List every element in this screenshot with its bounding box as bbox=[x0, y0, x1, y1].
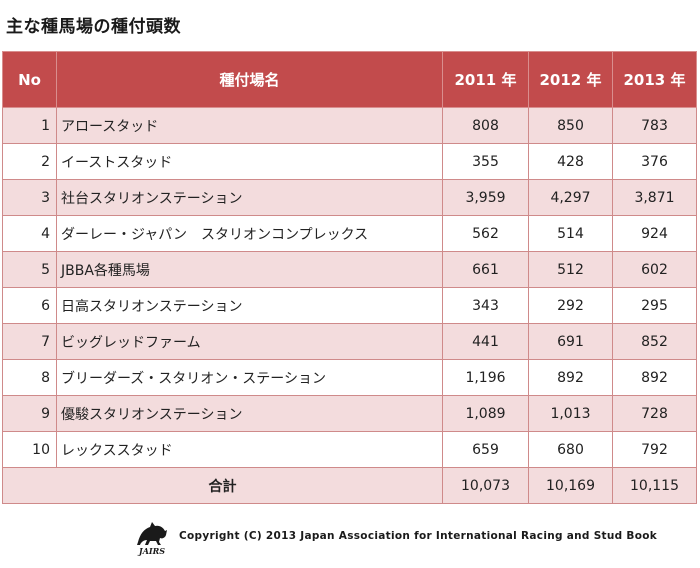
table-row: 5 JBBA各種馬場 661 512 602 bbox=[2, 251, 697, 288]
table-row: 7 ビッグレッドファーム 441 691 852 bbox=[2, 323, 697, 360]
table-row: 10 レックススタッド 659 680 792 bbox=[2, 431, 697, 468]
total-label: 合計 bbox=[2, 467, 443, 504]
value-2011: 343 bbox=[442, 287, 529, 324]
stud-farm-name: 社台スタリオンステーション bbox=[56, 179, 443, 216]
total-2012: 10,169 bbox=[528, 467, 613, 504]
value-2013: 852 bbox=[612, 323, 697, 360]
value-2011: 808 bbox=[442, 107, 529, 144]
row-number: 6 bbox=[2, 287, 57, 324]
stud-farm-name: アロースタッド bbox=[56, 107, 443, 144]
stud-farm-name: 日高スタリオンステーション bbox=[56, 287, 443, 324]
value-2013: 892 bbox=[612, 359, 697, 396]
value-2011: 659 bbox=[442, 431, 529, 468]
value-2012: 292 bbox=[528, 287, 613, 324]
value-2013: 295 bbox=[612, 287, 697, 324]
row-number: 2 bbox=[2, 143, 57, 180]
table-row: 6 日高スタリオンステーション 343 292 295 bbox=[2, 287, 697, 324]
column-header-2013: 2013 年 bbox=[612, 51, 697, 108]
value-2012: 680 bbox=[528, 431, 613, 468]
stud-farm-name: JBBA各種馬場 bbox=[56, 251, 443, 288]
value-2013: 783 bbox=[612, 107, 697, 144]
stud-farm-name: ダーレー・ジャパン スタリオンコンプレックス bbox=[56, 215, 443, 252]
footer: JAIRS Copyright (C) 2013 Japan Associati… bbox=[132, 518, 698, 558]
row-number: 8 bbox=[2, 359, 57, 396]
value-2011: 1,196 bbox=[442, 359, 529, 396]
column-header-2011: 2011 年 bbox=[442, 51, 529, 108]
stud-farm-table: No 種付場名 2011 年 2012 年 2013 年 1 アロースタッド 808… bbox=[2, 51, 697, 504]
value-2012: 4,297 bbox=[528, 179, 613, 216]
column-header-name: 種付場名 bbox=[56, 51, 443, 108]
value-2013: 376 bbox=[612, 143, 697, 180]
value-2013: 728 bbox=[612, 395, 697, 432]
row-number: 4 bbox=[2, 215, 57, 252]
value-2012: 1,013 bbox=[528, 395, 613, 432]
row-number: 3 bbox=[2, 179, 57, 216]
value-2011: 3,959 bbox=[442, 179, 529, 216]
table-row: 9 優駿スタリオンステーション 1,089 1,013 728 bbox=[2, 395, 697, 432]
value-2012: 512 bbox=[528, 251, 613, 288]
value-2011: 661 bbox=[442, 251, 529, 288]
value-2012: 850 bbox=[528, 107, 613, 144]
table-row: 3 社台スタリオンステーション 3,959 4,297 3,871 bbox=[2, 179, 697, 216]
logo-text: JAIRS bbox=[137, 546, 165, 556]
stud-farm-name: 優駿スタリオンステーション bbox=[56, 395, 443, 432]
table-row: 8 ブリーダーズ・スタリオン・ステーション 1,196 892 892 bbox=[2, 359, 697, 396]
row-number: 5 bbox=[2, 251, 57, 288]
row-number: 10 bbox=[2, 431, 57, 468]
table-body: 1 アロースタッド 808 850 783 2 イーストスタッド 355 428 376 3 社台スタ… bbox=[2, 107, 697, 468]
row-number: 9 bbox=[2, 395, 57, 432]
total-2011: 10,073 bbox=[442, 467, 529, 504]
value-2012: 428 bbox=[528, 143, 613, 180]
total-row: 合計 10,073 10,169 10,115 bbox=[2, 467, 697, 504]
table-row: 1 アロースタッド 808 850 783 bbox=[2, 107, 697, 144]
value-2011: 562 bbox=[442, 215, 529, 252]
stud-farm-name: レックススタッド bbox=[56, 431, 443, 468]
table-header-row: No 種付場名 2011 年 2012 年 2013 年 bbox=[2, 51, 697, 108]
row-number: 1 bbox=[2, 107, 57, 144]
copyright-text: Copyright (C) 2013 Japan Association for… bbox=[179, 530, 658, 542]
table-row: 4 ダーレー・ジャパン スタリオンコンプレックス 562 514 924 bbox=[2, 215, 697, 252]
value-2013: 924 bbox=[612, 215, 697, 252]
value-2011: 1,089 bbox=[442, 395, 529, 432]
value-2012: 514 bbox=[528, 215, 613, 252]
table-row: 2 イーストスタッド 355 428 376 bbox=[2, 143, 697, 180]
column-header-2012: 2012 年 bbox=[528, 51, 613, 108]
total-2013: 10,115 bbox=[612, 467, 697, 504]
value-2012: 691 bbox=[528, 323, 613, 360]
column-header-no: No bbox=[2, 51, 57, 108]
value-2012: 892 bbox=[528, 359, 613, 396]
row-number: 7 bbox=[2, 323, 57, 360]
value-2013: 3,871 bbox=[612, 179, 697, 216]
stud-farm-name: イーストスタッド bbox=[56, 143, 443, 180]
value-2011: 441 bbox=[442, 323, 529, 360]
value-2013: 792 bbox=[612, 431, 697, 468]
page-title: 主な種馬場の種付頭数 bbox=[6, 17, 181, 37]
stud-farm-name: ブリーダーズ・スタリオン・ステーション bbox=[56, 359, 443, 396]
value-2011: 355 bbox=[442, 143, 529, 180]
jairs-logo-icon: JAIRS bbox=[137, 522, 167, 556]
value-2013: 602 bbox=[612, 251, 697, 288]
stud-farm-name: ビッグレッドファーム bbox=[56, 323, 443, 360]
